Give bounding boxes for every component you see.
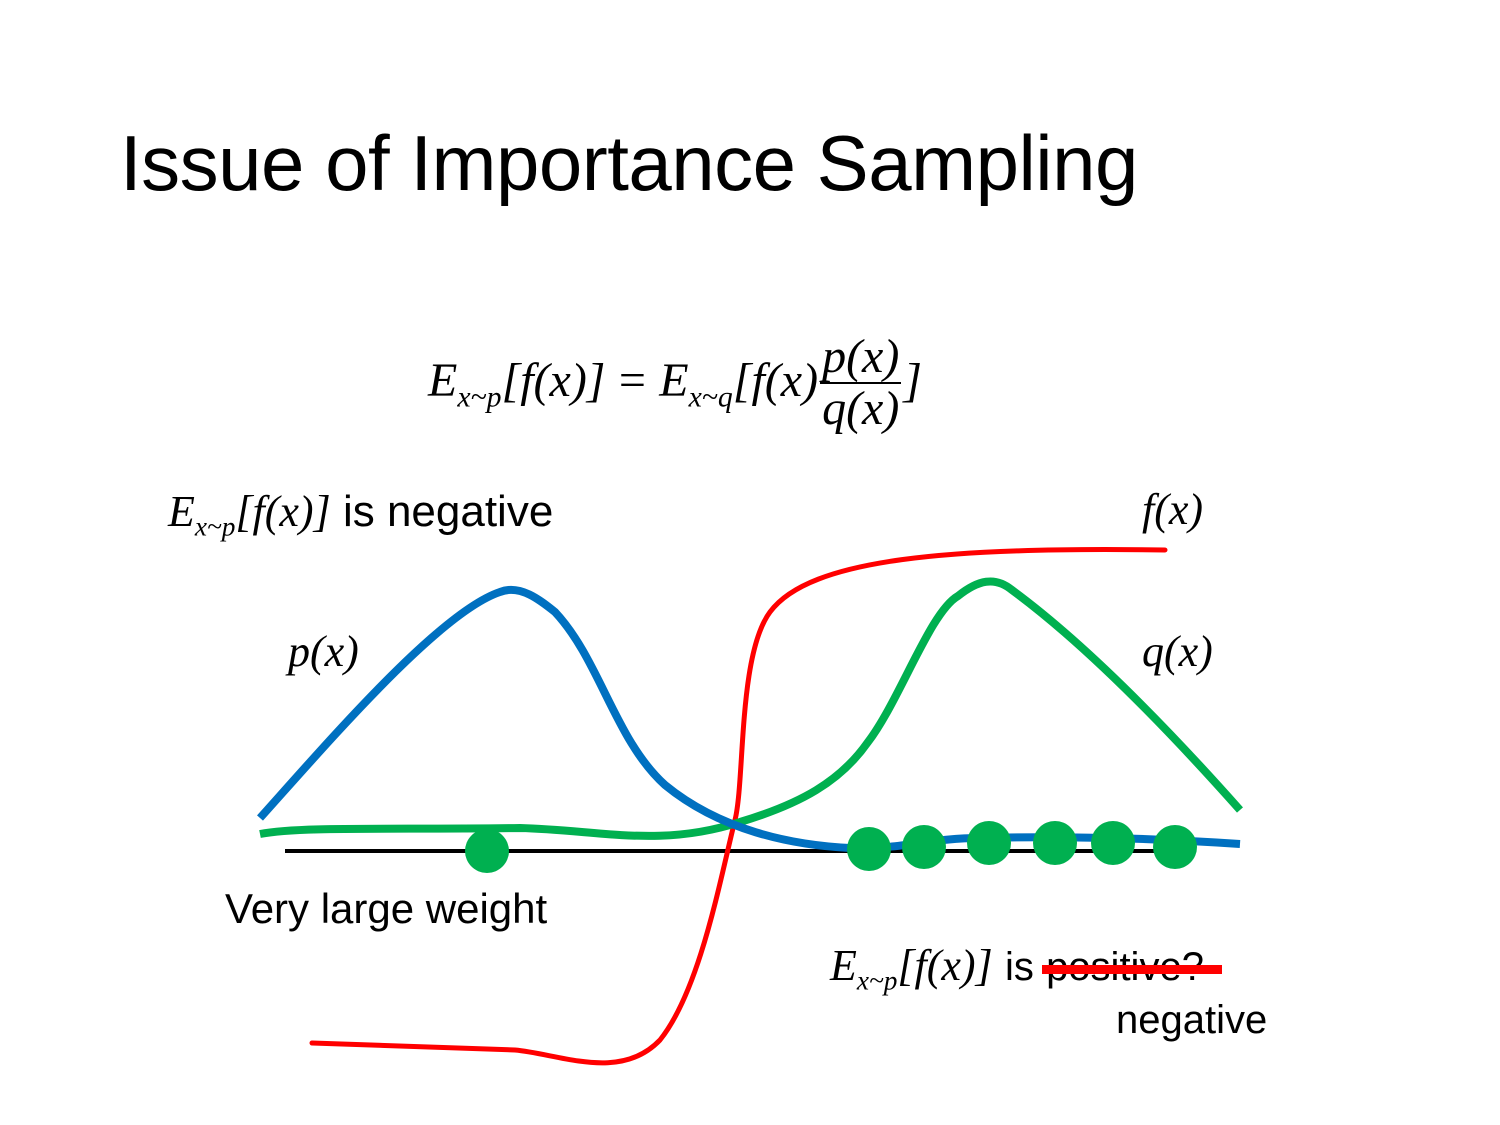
eq-lhs-arg: [f(x)] [501, 354, 606, 408]
label-p: p(x) [288, 627, 359, 676]
label-q: q(x) [1142, 627, 1213, 676]
p-curve [257, 585, 1241, 853]
eq-lhs-sub: x~p [457, 380, 502, 414]
label-expectation-corrected: Ex~p[f(x)] is positive? [830, 940, 1222, 997]
sample-point [465, 829, 509, 873]
label-text: is negative [342, 487, 554, 536]
eq-fraction: p(x) q(x) [820, 330, 902, 436]
slide-title: Issue of Importance Sampling [120, 119, 1138, 207]
sample-point [967, 821, 1011, 865]
sample-points [465, 821, 1197, 873]
label-very-large-weight: Very large weight [225, 885, 548, 932]
strikethrough-line [1042, 965, 1222, 974]
eq-equals: = [618, 354, 646, 408]
struck-word: positive? [1042, 945, 1222, 989]
eq-frac-den: q(x) [822, 382, 900, 436]
label-expectation-negative: Ex~p[f(x)] is negative [168, 486, 553, 543]
label-f: f(x) [1142, 485, 1204, 534]
label-sub: x~p [194, 511, 236, 542]
label-is: is [1004, 945, 1034, 989]
sample-point [847, 827, 891, 871]
eq-rhs-open: [f(x) [732, 354, 819, 408]
sample-point [1153, 825, 1197, 869]
eq-rhs-sub: x~q [688, 380, 733, 414]
importance-sampling-equation: Ex~p[f(x)] = Ex~q[f(x) p(x) q(x)] [428, 330, 923, 436]
eq-lhs-e: E [428, 354, 458, 408]
label-e: E [168, 487, 195, 536]
eq-rhs-e: E [659, 354, 689, 408]
label-sub: x~p [856, 965, 898, 996]
eq-frac-num: p(x) [820, 330, 902, 385]
label-e: E [830, 941, 857, 990]
sample-point [1091, 821, 1135, 865]
f-curve [309, 547, 1168, 1066]
sample-point [902, 825, 946, 869]
label-arg: [f(x)] [897, 941, 993, 990]
sample-point [1033, 821, 1077, 865]
eq-rhs-close: ] [903, 354, 923, 408]
label-correction-negative: negative [1116, 998, 1268, 1042]
label-arg: [f(x)] [235, 487, 331, 536]
q-curve [259, 577, 1243, 840]
